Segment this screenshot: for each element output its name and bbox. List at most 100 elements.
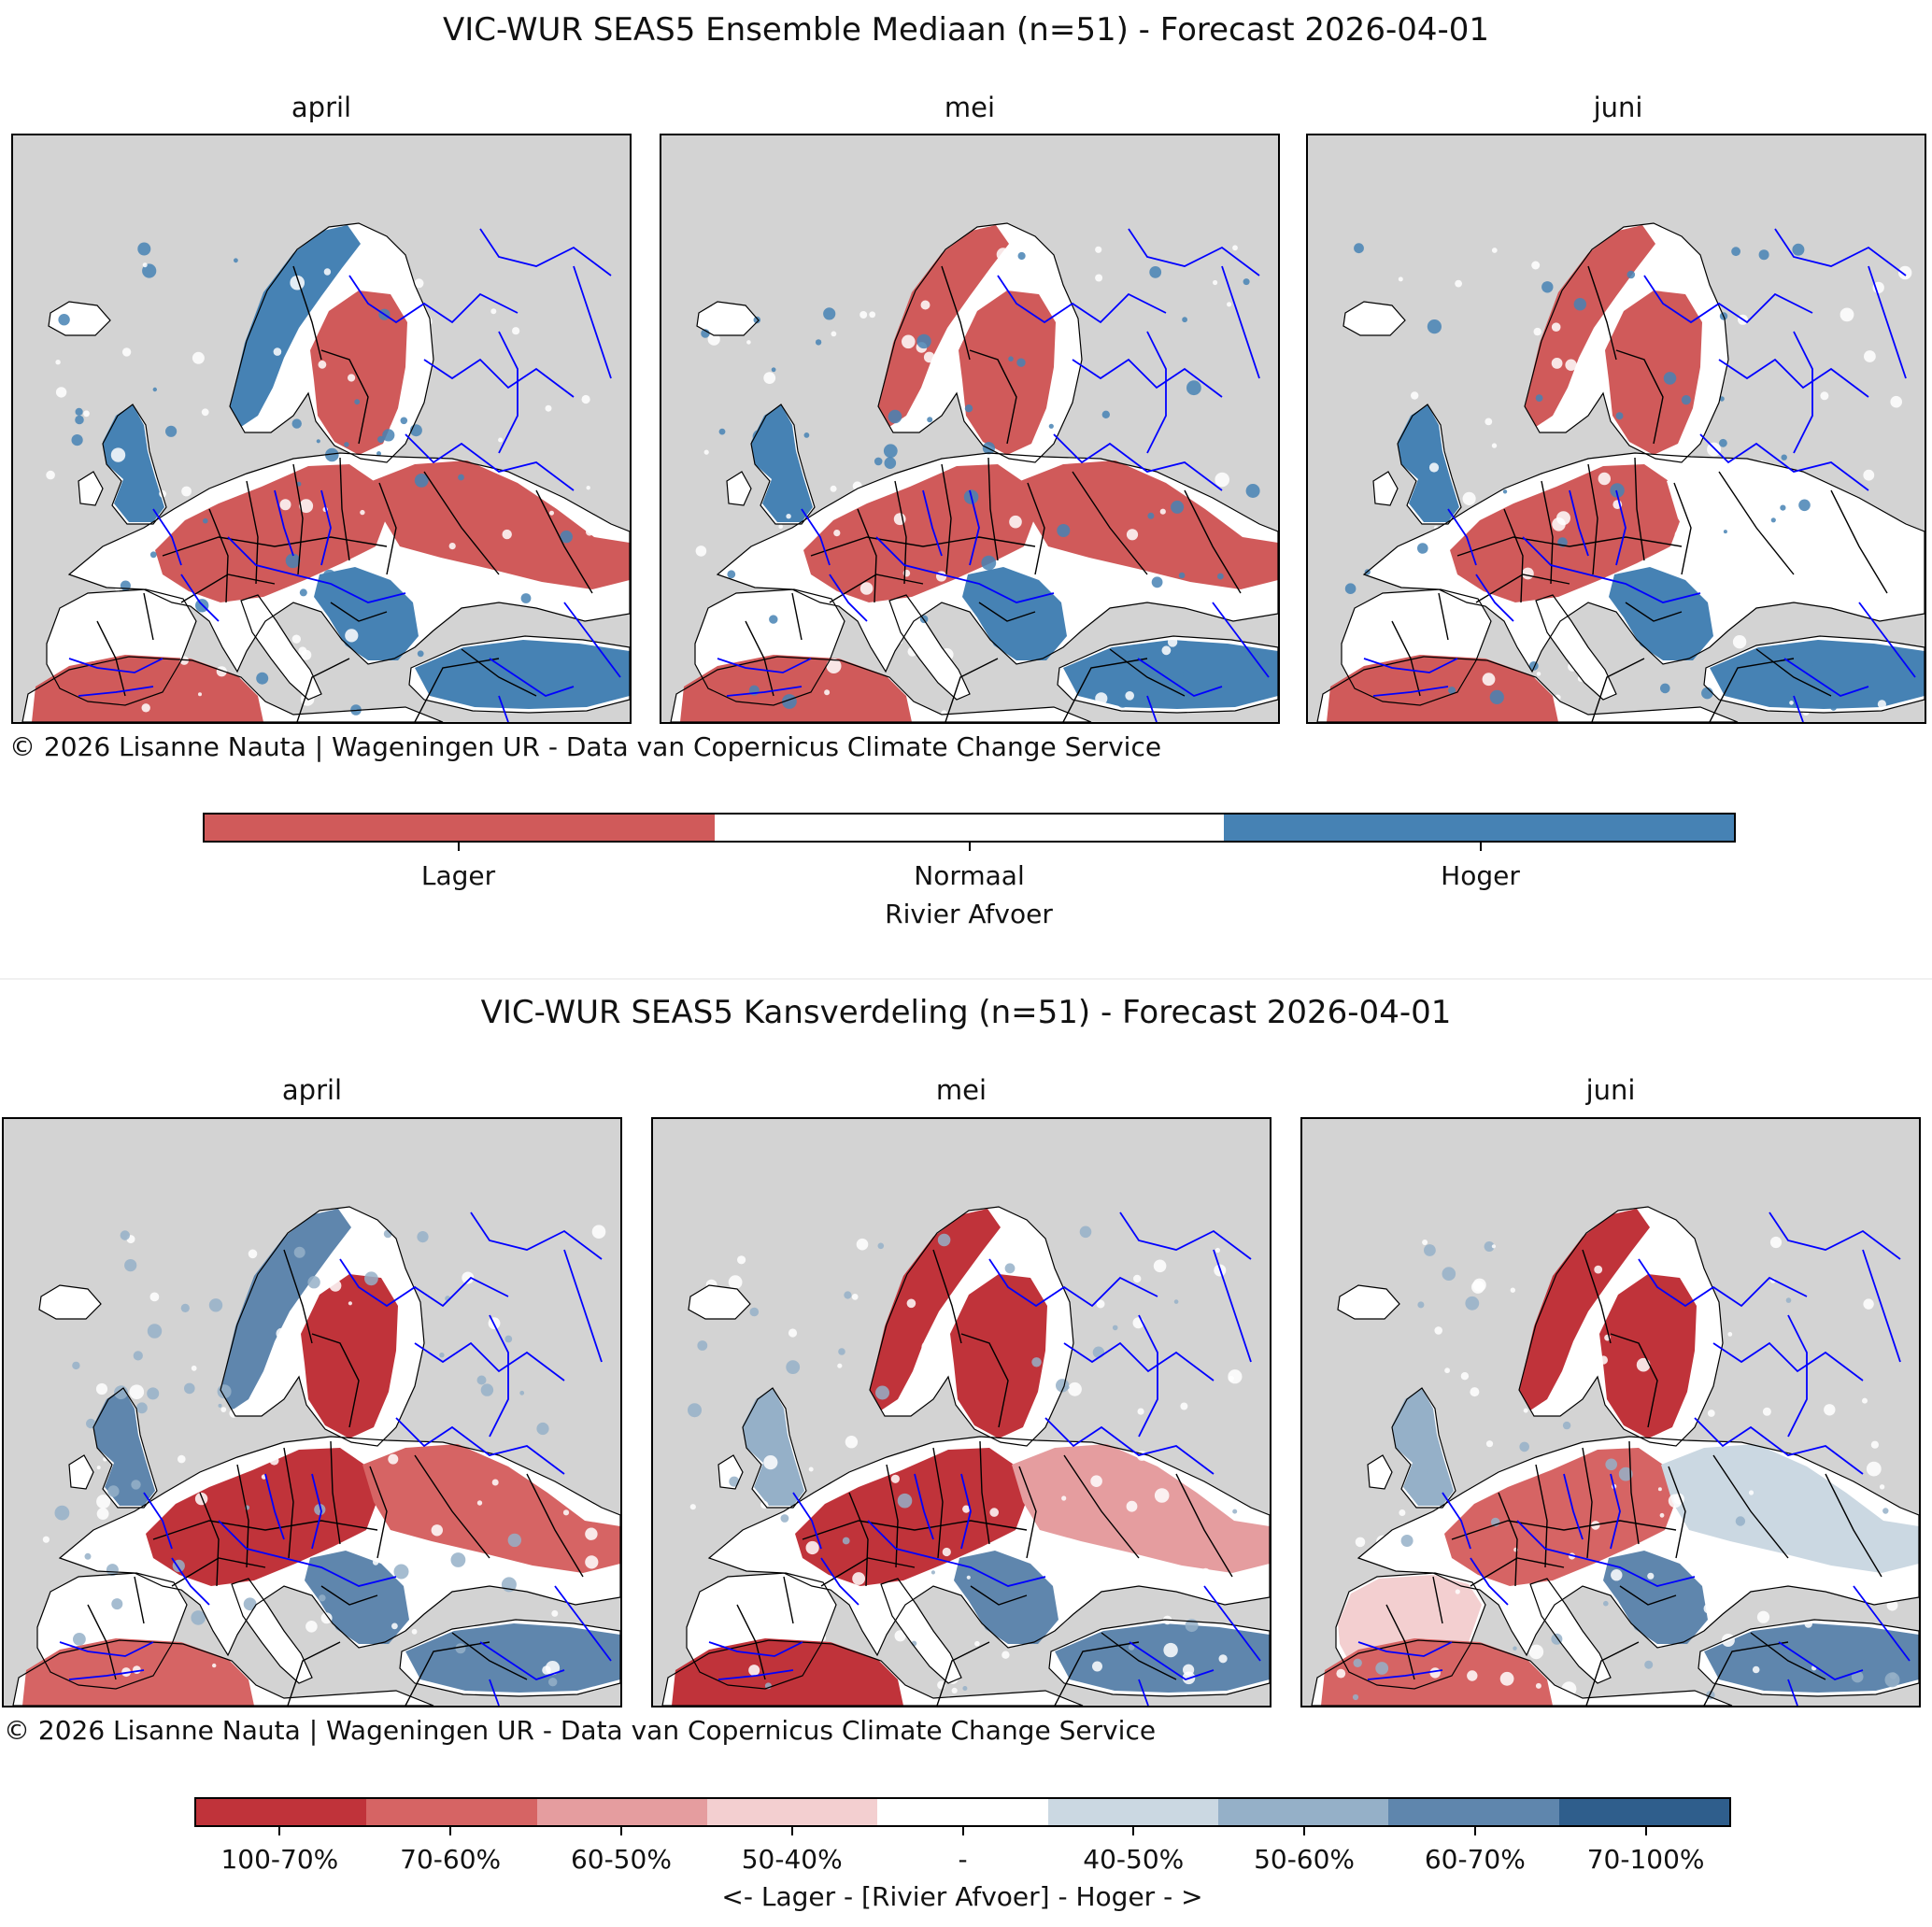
colorbar-bottom-swatch bbox=[1388, 1799, 1559, 1825]
river bbox=[960, 1473, 972, 1550]
country-border bbox=[1475, 574, 1570, 603]
river bbox=[489, 658, 575, 697]
colorbar-top-tick-label: Hoger bbox=[1441, 860, 1520, 891]
country-border bbox=[283, 1249, 313, 1344]
river bbox=[152, 508, 182, 566]
river bbox=[1063, 1341, 1215, 1381]
coastline bbox=[1529, 1578, 1612, 1684]
coastline bbox=[46, 588, 197, 706]
region-central bbox=[1444, 1448, 1676, 1586]
region-balkans bbox=[954, 1551, 1058, 1644]
colorbar-bottom-tick bbox=[961, 1827, 964, 1835]
region-balkans bbox=[1603, 1551, 1708, 1644]
country-border bbox=[1184, 489, 1242, 594]
country-border bbox=[311, 1333, 360, 1428]
coastline bbox=[1698, 1619, 1919, 1697]
coastline bbox=[717, 1454, 744, 1490]
land-mass bbox=[1530, 1579, 1611, 1683]
river bbox=[1129, 1641, 1215, 1680]
colorbar-top-normaal bbox=[714, 815, 1225, 841]
coastline bbox=[38, 1284, 102, 1320]
region-balkans bbox=[314, 567, 419, 660]
country-border bbox=[283, 1447, 294, 1559]
region-turkey bbox=[1710, 640, 1925, 709]
coastline bbox=[12, 1639, 434, 1706]
country-border bbox=[236, 1464, 249, 1568]
region-scand-east bbox=[301, 1274, 398, 1438]
land-mass bbox=[1368, 1455, 1392, 1489]
region-central bbox=[146, 1448, 377, 1586]
region-turkey bbox=[1704, 1623, 1919, 1693]
coastline bbox=[1342, 301, 1406, 336]
coastline bbox=[1367, 1454, 1393, 1490]
map-mei-median bbox=[660, 134, 1280, 724]
country-border bbox=[461, 648, 537, 697]
country-border bbox=[1451, 1520, 1677, 1540]
region-british bbox=[743, 1388, 804, 1506]
country-border bbox=[330, 602, 388, 622]
country-border bbox=[1750, 1632, 1826, 1680]
country-border bbox=[180, 574, 276, 603]
country-border bbox=[199, 1492, 220, 1587]
coastline bbox=[231, 1578, 313, 1684]
country-border bbox=[979, 1440, 990, 1545]
colorbar-bottom-swatch bbox=[366, 1799, 537, 1825]
country-border bbox=[1587, 463, 1598, 575]
region-balkans bbox=[962, 567, 1067, 660]
probability-title: VIC-WUR SEAS5 Kansverdeling (n=51) - For… bbox=[480, 994, 1452, 1031]
coastline bbox=[880, 1578, 962, 1684]
land-mass bbox=[39, 1285, 101, 1319]
map-canvas bbox=[13, 135, 630, 722]
map-april-probability bbox=[2, 1117, 622, 1707]
land-mass bbox=[1373, 472, 1398, 505]
coastline bbox=[67, 452, 630, 673]
country-border bbox=[932, 1447, 944, 1559]
country-border bbox=[987, 457, 999, 561]
colorbar-top-tick-label: Lager bbox=[420, 860, 496, 891]
river bbox=[1442, 1492, 1471, 1550]
region-central bbox=[795, 1448, 1027, 1586]
colorbar-bottom-tick-label: 60-70% bbox=[1424, 1844, 1526, 1875]
river bbox=[1868, 265, 1907, 379]
country-border bbox=[1456, 536, 1683, 557]
coastline bbox=[661, 1639, 1084, 1706]
map-title-april-bottom: april bbox=[281, 1074, 343, 1106]
country-border bbox=[246, 480, 259, 585]
coastline bbox=[1048, 1619, 1270, 1697]
coastline bbox=[1337, 1284, 1400, 1320]
country-border bbox=[857, 508, 877, 603]
river bbox=[348, 275, 519, 324]
river bbox=[1213, 1249, 1252, 1363]
river bbox=[563, 602, 621, 678]
coastline bbox=[688, 1284, 751, 1320]
country-border bbox=[1582, 1447, 1593, 1559]
region-turkey bbox=[1063, 640, 1278, 709]
country-border bbox=[1541, 480, 1554, 585]
colorbar-top bbox=[203, 813, 1736, 843]
country-border bbox=[292, 265, 322, 361]
colorbar-bottom-swatch bbox=[706, 1799, 878, 1825]
country-border bbox=[1498, 1492, 1518, 1587]
river bbox=[988, 1258, 1158, 1308]
land-mass bbox=[78, 472, 103, 505]
country-border bbox=[1503, 508, 1524, 603]
coastline bbox=[707, 1436, 1270, 1657]
river bbox=[1072, 358, 1223, 398]
river bbox=[498, 695, 509, 722]
country-border bbox=[378, 482, 397, 575]
map-april-median bbox=[11, 134, 632, 724]
river bbox=[180, 574, 220, 622]
map-title-juni-top: juni bbox=[1593, 92, 1643, 123]
coastline bbox=[716, 452, 1278, 673]
region-east bbox=[362, 1444, 620, 1573]
country-border bbox=[1712, 1454, 1789, 1559]
colorbar-top-tick bbox=[457, 843, 460, 851]
river bbox=[171, 1557, 210, 1606]
river bbox=[708, 1641, 803, 1657]
river bbox=[801, 508, 831, 566]
river bbox=[1853, 1585, 1911, 1662]
river bbox=[1783, 658, 1869, 697]
region-turkey bbox=[1055, 1623, 1270, 1693]
river bbox=[1044, 1417, 1215, 1475]
country-border bbox=[820, 1557, 916, 1587]
